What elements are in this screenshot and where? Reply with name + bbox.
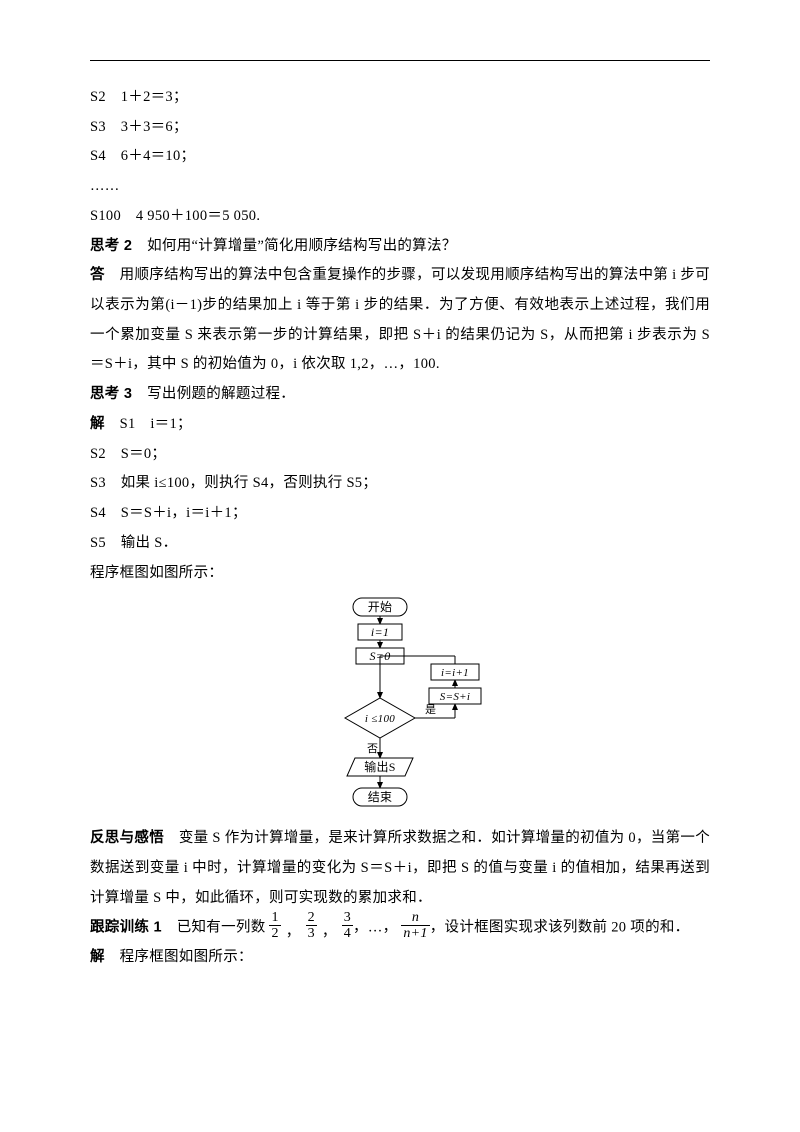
step-s3: S3 3＋3＝6； xyxy=(90,113,710,143)
ellipsis: …… xyxy=(90,172,710,202)
solution-s1: 解 S1 i＝1； xyxy=(90,410,710,440)
flowchart-container: 开始 i=1 S=0 i ≤100 是 S=S+i xyxy=(90,594,710,822)
step-s100: S100 4 950＋100＝5 050. xyxy=(90,202,710,232)
solution-label: 解 xyxy=(90,416,105,432)
fraction-list: 12 ， 23 ， 34 xyxy=(269,911,353,941)
content: S2 1＋2＝3； S3 3＋3＝6； S4 6＋4＝10； …… S100 4… xyxy=(90,83,710,973)
think3-label: 思考 3 xyxy=(90,386,132,402)
fc-yes: 是 xyxy=(425,703,436,716)
reflection-label: 反思与感悟 xyxy=(90,830,164,846)
think2-line: 思考 2 如何用“计算增量”简化用顺序结构写出的算法？ xyxy=(90,232,710,262)
tracking-exercise: 跟踪训练 1 已知有一列数 12 ， 23 ， 34 ，…， nn+1 ，设计框… xyxy=(90,913,710,943)
think2-question: 如何用“计算增量”简化用顺序结构写出的算法？ xyxy=(132,238,456,254)
fraction-3: 34 xyxy=(342,911,353,941)
step-s4: S4 6＋4＝10； xyxy=(90,142,710,172)
solution2-line: 解 程序框图如图所示： xyxy=(90,943,710,973)
solution2-label: 解 xyxy=(90,949,105,965)
fc-start: 开始 xyxy=(368,600,393,614)
solution-s3: S3 如果 i≤100，则执行 S4，否则执行 S5； xyxy=(90,469,710,499)
solution-s4: S4 S＝S＋i，i＝i＋1； xyxy=(90,499,710,529)
fc-inc: i=i+1 xyxy=(441,667,469,679)
tracking-label: 跟踪训练 1 xyxy=(90,920,162,936)
track-pre: 已知有一列数 xyxy=(162,920,266,936)
fc-init-i: i=1 xyxy=(371,625,389,639)
fc-acc: S=S+i xyxy=(440,691,470,703)
flowchart-intro: 程序框图如图所示： xyxy=(90,559,710,589)
sol-s1-text: S1 i＝1； xyxy=(105,416,192,432)
solution-s2: S2 S＝0； xyxy=(90,440,710,470)
track-post: ，设计框图实现求该列数前 20 项的和． xyxy=(430,920,690,936)
reflection-body: 变量 S 作为计算增量，是来计算所求数据之和．如计算增量的初值为 0，当第一个数… xyxy=(90,830,710,905)
answer-body: 用顺序结构写出的算法中包含重复操作的步骤，可以发现用顺序结构写出的算法中第 i … xyxy=(90,267,710,372)
think3-line: 思考 3 写出例题的解题过程． xyxy=(90,380,710,410)
fc-cond: i ≤100 xyxy=(365,713,395,725)
page-rule xyxy=(90,60,710,61)
fraction-2: 23 xyxy=(306,911,317,941)
think2-label: 思考 2 xyxy=(90,238,132,254)
flowchart-svg: 开始 i=1 S=0 i ≤100 是 S=S+i xyxy=(305,594,495,822)
solution2-body: 程序框图如图所示： xyxy=(105,949,253,965)
solution-s5: S5 输出 S． xyxy=(90,529,710,559)
fraction-n-frac: nn+1 xyxy=(401,911,429,941)
fc-end: 结束 xyxy=(368,790,393,804)
track-mid: ，…， xyxy=(353,920,397,936)
reflection-paragraph: 反思与感悟 变量 S 作为计算增量，是来计算所求数据之和．如计算增量的初值为 0… xyxy=(90,824,710,913)
fc-out: 输出S xyxy=(364,759,396,774)
fc-no: 否 xyxy=(367,743,378,755)
answer-paragraph: 答 用顺序结构写出的算法中包含重复操作的步骤，可以发现用顺序结构写出的算法中第 … xyxy=(90,261,710,380)
step-s2: S2 1＋2＝3； xyxy=(90,83,710,113)
answer-label: 答 xyxy=(90,267,105,283)
fraction-n: nn+1 xyxy=(401,911,429,941)
fraction-1: 12 xyxy=(269,911,280,941)
think3-question: 写出例题的解题过程． xyxy=(132,386,295,402)
